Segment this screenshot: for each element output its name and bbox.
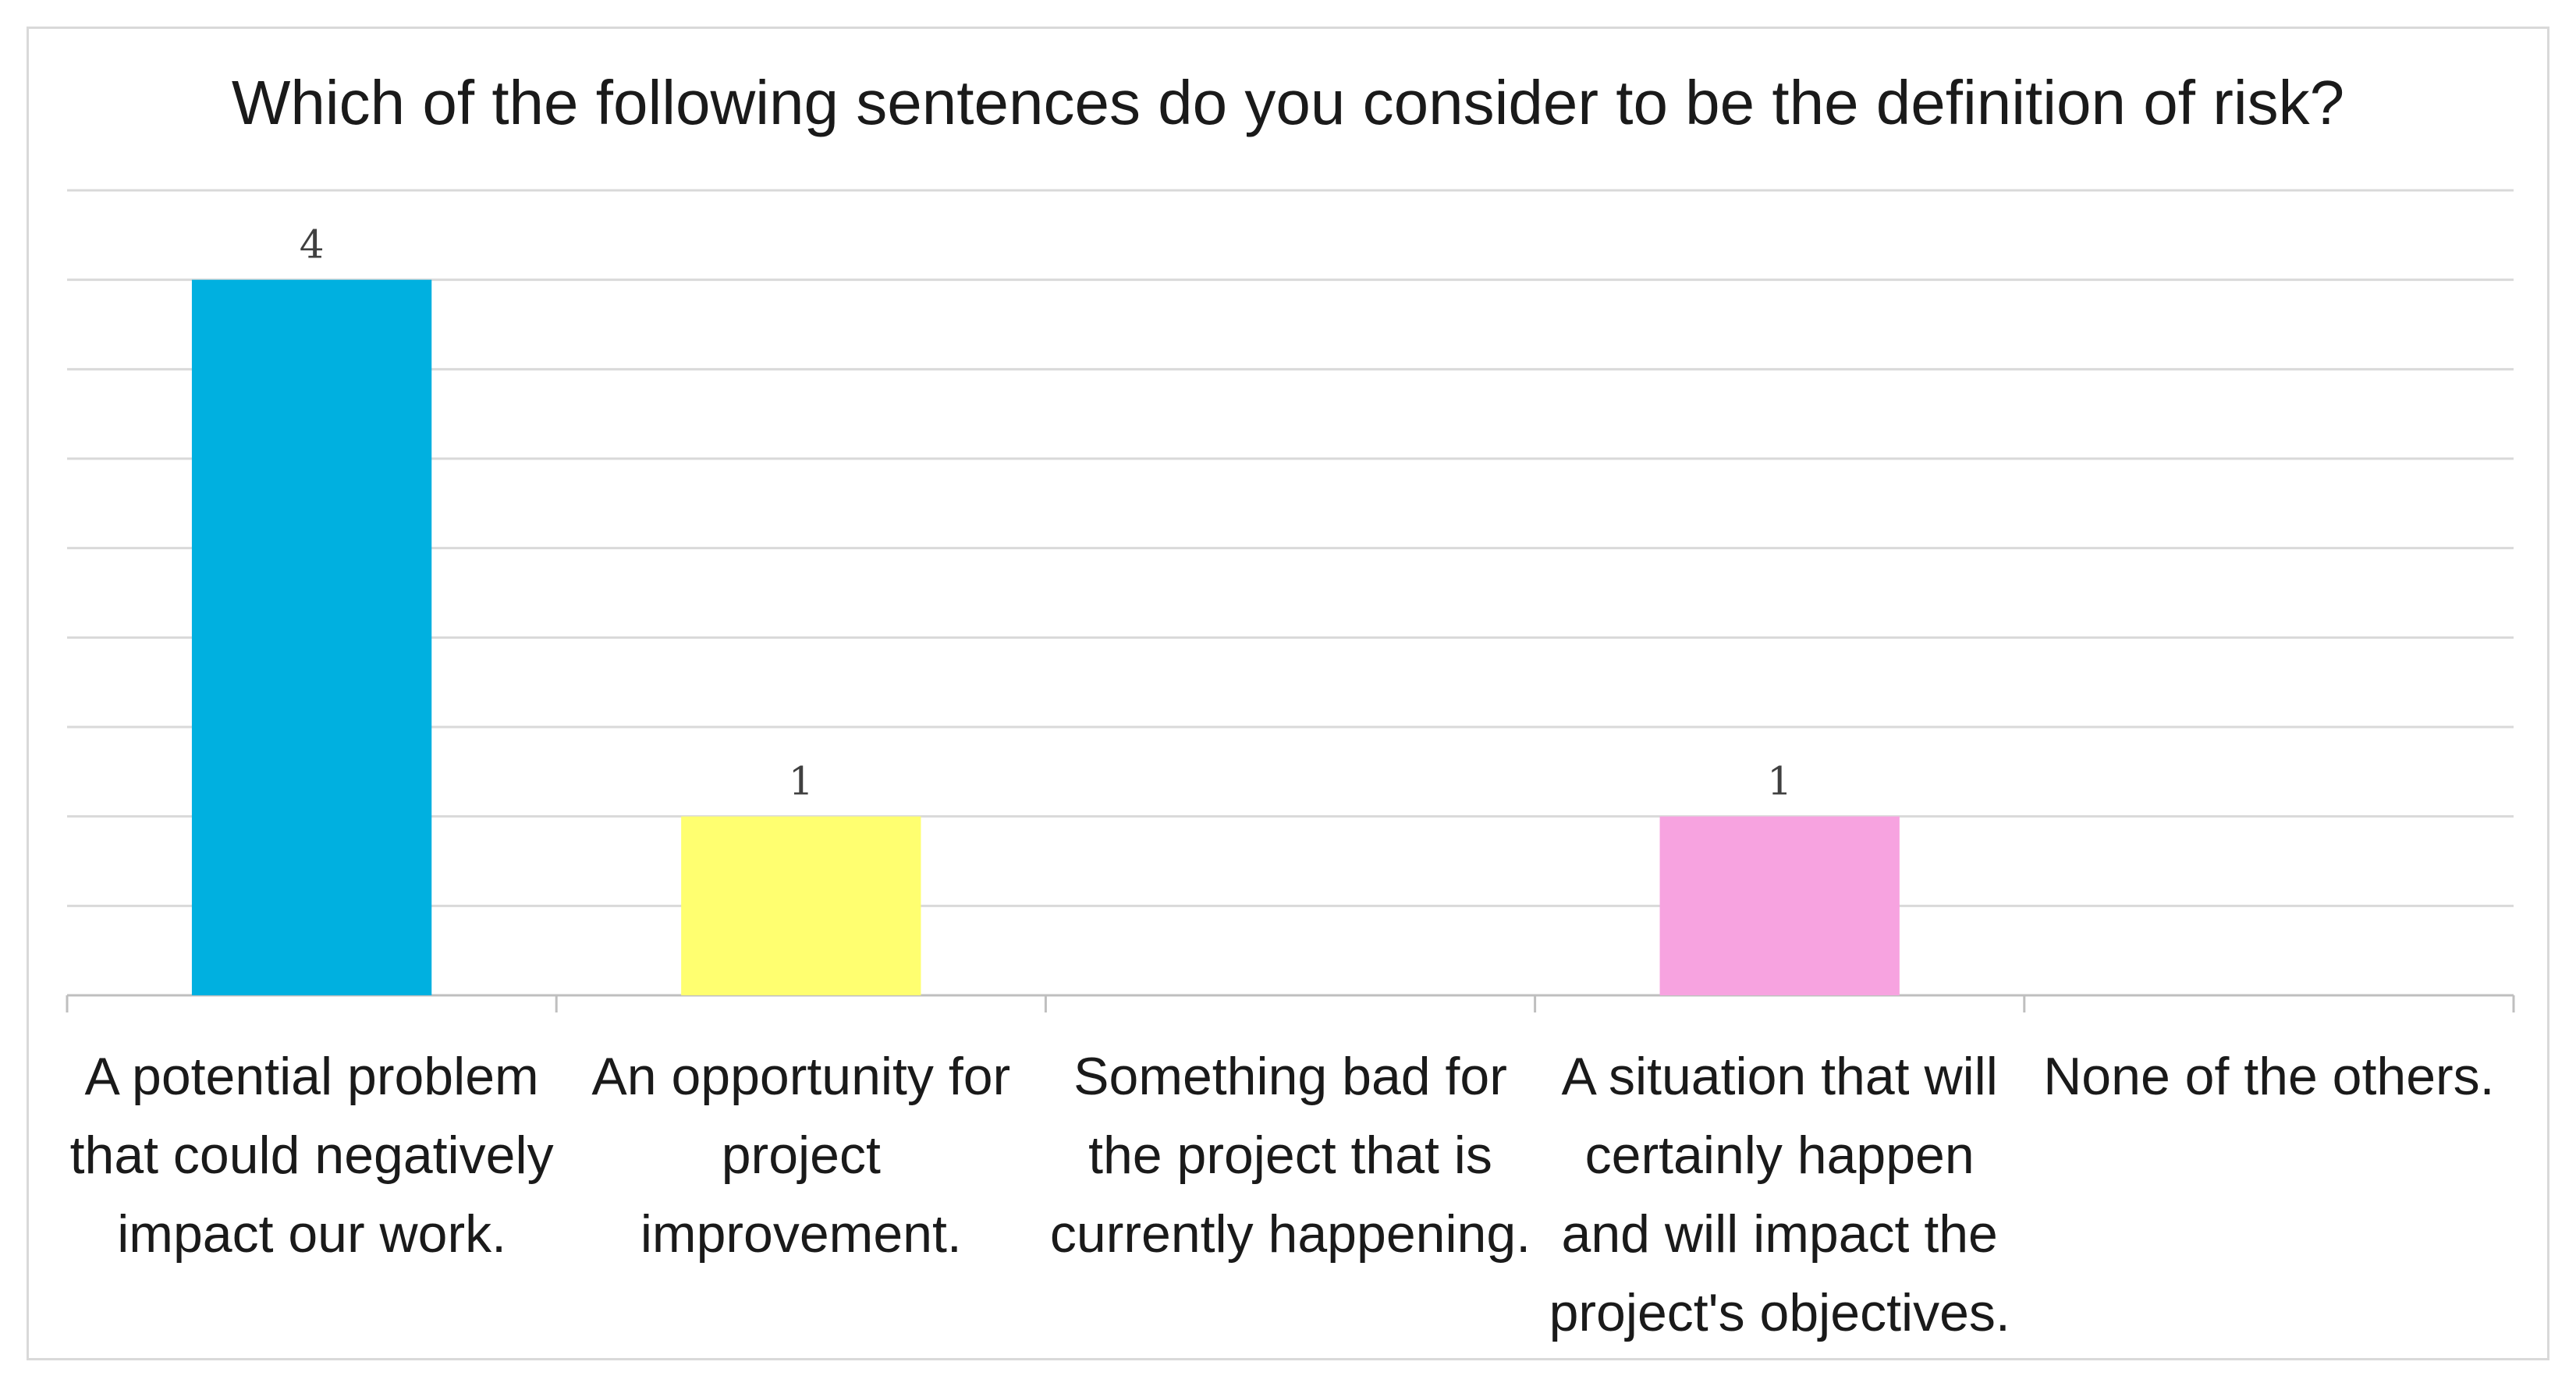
category-label-2: An opportunity for project improvement. — [591, 1047, 1011, 1264]
gridlines — [67, 189, 2514, 907]
bar-4 — [1659, 816, 1900, 995]
data-labels: 4 1 1 — [300, 222, 1792, 804]
category-label-3: Something bad for the project that is cu… — [1049, 1047, 1531, 1264]
data-label-2: 1 — [789, 759, 814, 804]
category-label-1: A potential problem that could negativel… — [69, 1047, 554, 1264]
data-label-1: 4 — [300, 222, 325, 268]
x-axis — [66, 994, 2515, 1012]
chart-frame — [27, 27, 2549, 1360]
category-label-5: None of the others. — [2043, 1047, 2495, 1106]
bars — [191, 279, 1900, 996]
bar-2 — [681, 816, 921, 995]
data-label-4: 1 — [1767, 759, 1792, 804]
category-label-4: A situation that will certainly happen a… — [1549, 1047, 2010, 1342]
bar-1 — [191, 279, 432, 996]
chart-title: Which of the following sentences do you … — [231, 68, 2345, 137]
